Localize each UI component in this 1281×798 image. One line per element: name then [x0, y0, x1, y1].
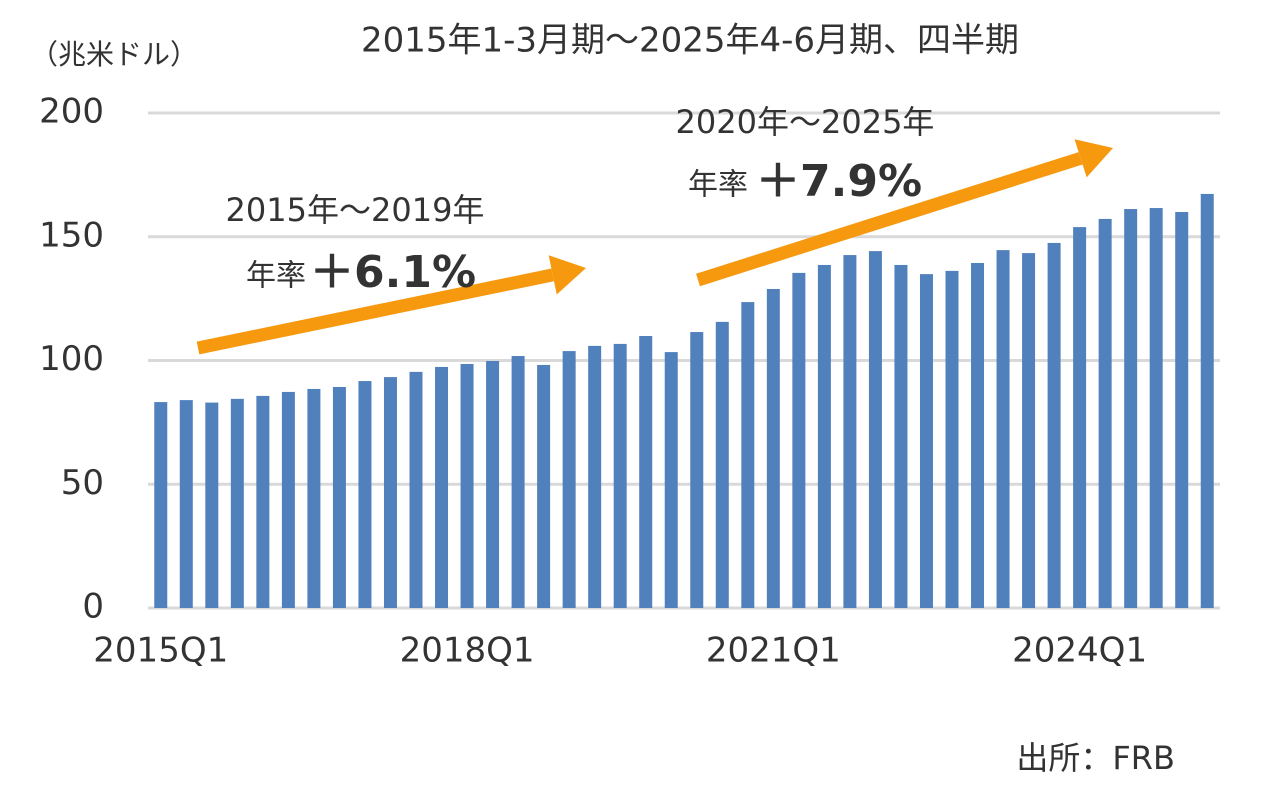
y-axis-label: （兆米ドル） — [30, 38, 198, 71]
x-tick-label: 2018Q1 — [400, 631, 535, 671]
bar — [230, 398, 244, 608]
bar — [1200, 193, 1214, 608]
bar — [1149, 208, 1163, 609]
bar — [460, 363, 474, 608]
bar — [332, 386, 346, 608]
bar — [588, 345, 602, 608]
bar — [664, 352, 678, 608]
bar — [843, 255, 857, 608]
annotation-rate: ＋7.9% — [756, 156, 922, 207]
bar — [613, 343, 627, 608]
annotation-rate: ＋6.1% — [310, 247, 476, 298]
bar — [639, 335, 653, 608]
bar — [1047, 242, 1061, 608]
bar — [358, 381, 372, 608]
y-tick-label: 200 — [39, 92, 104, 132]
bar — [435, 366, 449, 608]
bar — [715, 321, 729, 608]
bar — [1022, 253, 1036, 608]
bar — [307, 388, 321, 608]
bar — [205, 402, 219, 608]
y-tick-label: 0 — [82, 587, 104, 627]
bar — [945, 270, 959, 608]
bar — [996, 250, 1010, 609]
bar — [894, 264, 908, 608]
y-tick-label: 50 — [61, 463, 104, 503]
bar — [383, 377, 397, 608]
bar — [1098, 218, 1112, 608]
bar — [868, 251, 882, 609]
bar — [1073, 227, 1087, 608]
bar — [971, 262, 985, 608]
bar — [1175, 212, 1189, 608]
chart-title: 2015年1-3月期～2025年4-6月期、四半期 — [361, 21, 1019, 61]
bar — [817, 264, 831, 608]
x-tick-label: 2024Q1 — [1012, 631, 1147, 671]
bar — [741, 302, 755, 608]
bar — [154, 402, 168, 608]
bar — [919, 274, 933, 608]
bar — [409, 371, 423, 608]
bar — [256, 395, 270, 608]
trend-arrow — [196, 268, 555, 355]
y-tick-label: 100 — [39, 339, 104, 379]
annotation-period: 2015年～2019年 — [226, 191, 485, 229]
bar — [486, 360, 500, 608]
annotation-period: 2020年～2025年 — [676, 103, 935, 141]
bar — [766, 288, 780, 608]
arrow-head — [548, 255, 586, 295]
x-tick-label: 2015Q1 — [93, 631, 228, 671]
source: 出所：FRB — [1016, 739, 1175, 777]
arrow-head — [1074, 139, 1113, 178]
bar — [281, 391, 295, 608]
bar — [511, 356, 525, 608]
bar — [690, 332, 704, 608]
bar — [1124, 209, 1138, 608]
bar — [179, 400, 193, 608]
annotation-label: 年率 — [688, 168, 748, 203]
bar — [562, 351, 576, 608]
annotation-label: 年率 — [246, 259, 306, 294]
bar — [537, 364, 551, 608]
bar — [792, 272, 806, 608]
trend-arrow — [696, 152, 1083, 287]
y-tick-label: 150 — [39, 215, 104, 255]
x-tick-label: 2021Q1 — [706, 631, 841, 671]
